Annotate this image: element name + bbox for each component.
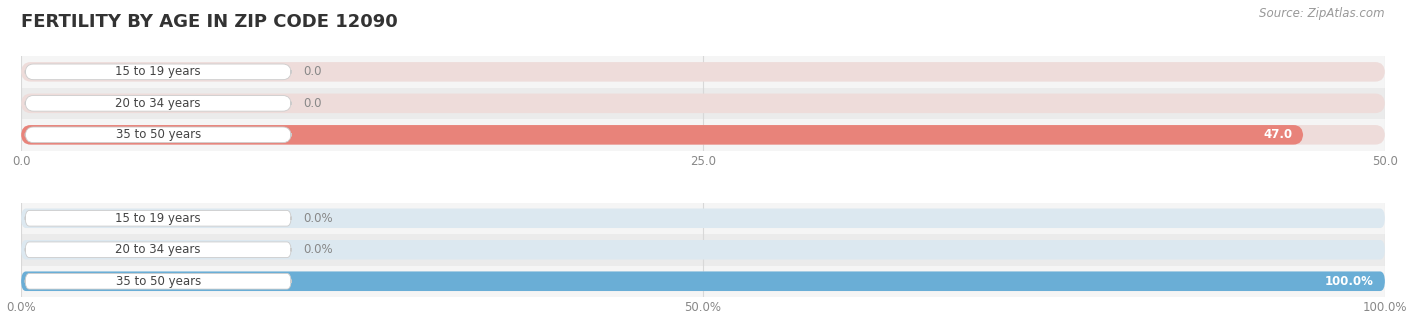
FancyBboxPatch shape bbox=[21, 209, 1385, 228]
Text: 0.0: 0.0 bbox=[304, 65, 322, 78]
Text: 0.0%: 0.0% bbox=[304, 243, 333, 256]
Text: 100.0%: 100.0% bbox=[1324, 275, 1374, 288]
FancyBboxPatch shape bbox=[21, 272, 1385, 291]
Text: 35 to 50 years: 35 to 50 years bbox=[115, 128, 201, 141]
FancyBboxPatch shape bbox=[21, 272, 1385, 291]
Text: 15 to 19 years: 15 to 19 years bbox=[115, 65, 201, 78]
FancyBboxPatch shape bbox=[21, 125, 1303, 145]
Bar bbox=[21, 87, 1385, 119]
Text: FERTILITY BY AGE IN ZIP CODE 12090: FERTILITY BY AGE IN ZIP CODE 12090 bbox=[21, 13, 398, 31]
Bar bbox=[21, 119, 1385, 150]
FancyBboxPatch shape bbox=[25, 274, 291, 289]
FancyBboxPatch shape bbox=[21, 94, 1385, 113]
Bar bbox=[21, 56, 1385, 87]
FancyBboxPatch shape bbox=[25, 95, 291, 111]
FancyBboxPatch shape bbox=[21, 62, 1385, 82]
FancyBboxPatch shape bbox=[25, 127, 291, 143]
Text: 20 to 34 years: 20 to 34 years bbox=[115, 243, 201, 256]
Text: 15 to 19 years: 15 to 19 years bbox=[115, 212, 201, 225]
Bar bbox=[21, 203, 1385, 234]
Text: 35 to 50 years: 35 to 50 years bbox=[115, 275, 201, 288]
FancyBboxPatch shape bbox=[21, 240, 1385, 259]
Text: Source: ZipAtlas.com: Source: ZipAtlas.com bbox=[1260, 7, 1385, 19]
Text: 20 to 34 years: 20 to 34 years bbox=[115, 97, 201, 110]
Bar bbox=[21, 234, 1385, 266]
Bar bbox=[21, 266, 1385, 297]
Text: 0.0%: 0.0% bbox=[304, 212, 333, 225]
FancyBboxPatch shape bbox=[25, 211, 291, 226]
FancyBboxPatch shape bbox=[25, 64, 291, 80]
FancyBboxPatch shape bbox=[21, 125, 1385, 145]
Text: 0.0: 0.0 bbox=[304, 97, 322, 110]
FancyBboxPatch shape bbox=[25, 242, 291, 258]
Text: 47.0: 47.0 bbox=[1263, 128, 1292, 141]
